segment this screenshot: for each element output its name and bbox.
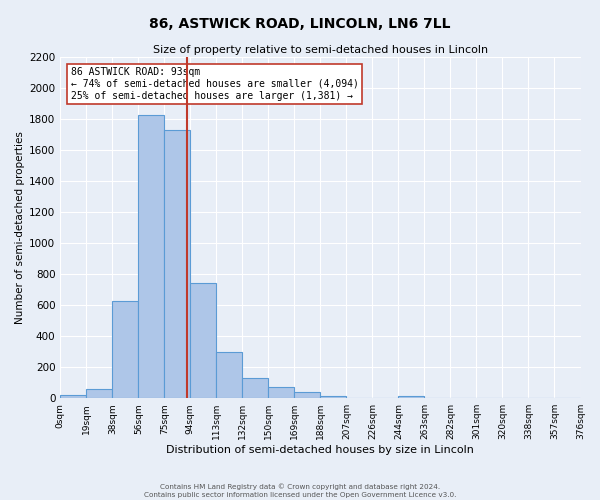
Bar — [86, 389, 112, 398]
X-axis label: Distribution of semi-detached houses by size in Lincoln: Distribution of semi-detached houses by … — [166, 445, 475, 455]
Bar — [164, 130, 190, 398]
Bar — [320, 396, 346, 398]
Bar — [139, 114, 164, 398]
Bar — [190, 284, 217, 398]
Text: 86, ASTWICK ROAD, LINCOLN, LN6 7LL: 86, ASTWICK ROAD, LINCOLN, LN6 7LL — [149, 18, 451, 32]
Bar — [112, 302, 139, 398]
Bar — [242, 378, 268, 398]
Bar — [398, 396, 424, 398]
Bar — [60, 395, 86, 398]
Bar — [268, 388, 295, 398]
Text: Contains HM Land Registry data © Crown copyright and database right 2024.
Contai: Contains HM Land Registry data © Crown c… — [144, 484, 456, 498]
Bar — [295, 392, 320, 398]
Text: 86 ASTWICK ROAD: 93sqm
← 74% of semi-detached houses are smaller (4,094)
25% of : 86 ASTWICK ROAD: 93sqm ← 74% of semi-det… — [71, 68, 359, 100]
Title: Size of property relative to semi-detached houses in Lincoln: Size of property relative to semi-detach… — [153, 45, 488, 55]
Bar — [217, 352, 242, 398]
Y-axis label: Number of semi-detached properties: Number of semi-detached properties — [15, 131, 25, 324]
